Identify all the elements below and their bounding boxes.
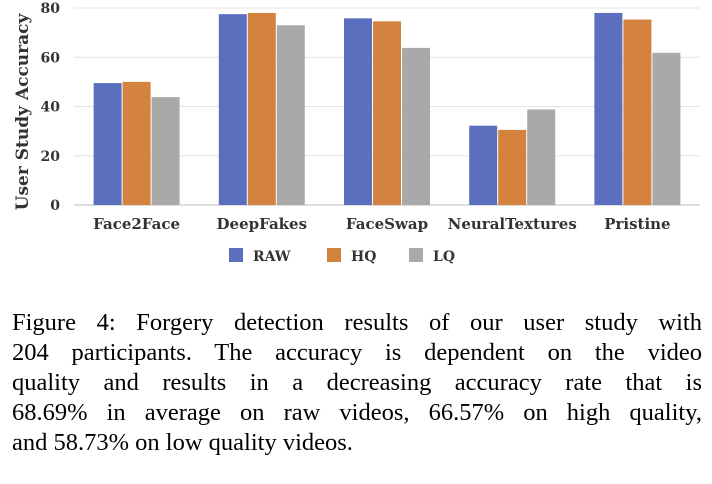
legend-label: RAW [253,249,291,265]
bar-lq [652,52,681,205]
bar-raw [93,83,122,205]
bar-hq [122,81,151,205]
y-tick-label: 0 [50,198,60,214]
legend-swatch [409,248,423,262]
bar-lq [151,97,180,205]
category-label: Face2Face [93,215,180,233]
x-axis-categories: Face2Face DeepFakes FaceSwap NeuralTextures… [93,215,670,233]
category-label: Pristine [604,215,670,233]
y-tick-label: 40 [41,100,61,116]
bar-lq [276,25,305,205]
bars [93,12,681,206]
bar-hq [373,21,401,205]
bar-hq [498,129,527,205]
category-label: DeepFakes [217,215,308,233]
legend: RAW HQ LQ [229,248,455,265]
legend-swatch [327,248,341,262]
figure-caption: Figure 4: Forgery detection results of o… [12,308,702,458]
caption-line: 68.69% in average on raw videos, 66.57% … [12,399,702,426]
bar-hq [623,19,652,206]
caption-line: Figure 4: Forgery detection results of o… [12,309,702,336]
legend-label: LQ [433,249,455,265]
bar-chart: 0 20 40 60 80 User Study Accuracy Face2Face D… [13,1,700,265]
bar-raw [218,14,247,205]
y-tick-label: 80 [41,1,61,17]
caption-line: quality and results in a decreasing accu… [12,369,702,396]
y-tick-label: 20 [41,149,61,165]
caption-line: and 58.73% on low quality videos. [12,429,353,456]
bar-lq [527,109,556,205]
y-axis-label: User Study Accuracy [13,13,33,211]
caption-line: 204 participants. The accuracy is depend… [12,339,702,366]
category-label: NeuralTextures [448,215,577,233]
category-label: FaceSwap [346,215,428,233]
bar-hq [247,12,276,205]
bar-raw [594,12,623,205]
legend-label: HQ [351,249,376,265]
y-tick-label: 60 [41,50,61,66]
y-axis-ticks: 0 20 40 60 80 [41,1,61,214]
legend-swatch [229,248,243,262]
bar-raw [344,18,372,206]
bar-raw [469,125,498,205]
bar-lq [402,47,430,205]
